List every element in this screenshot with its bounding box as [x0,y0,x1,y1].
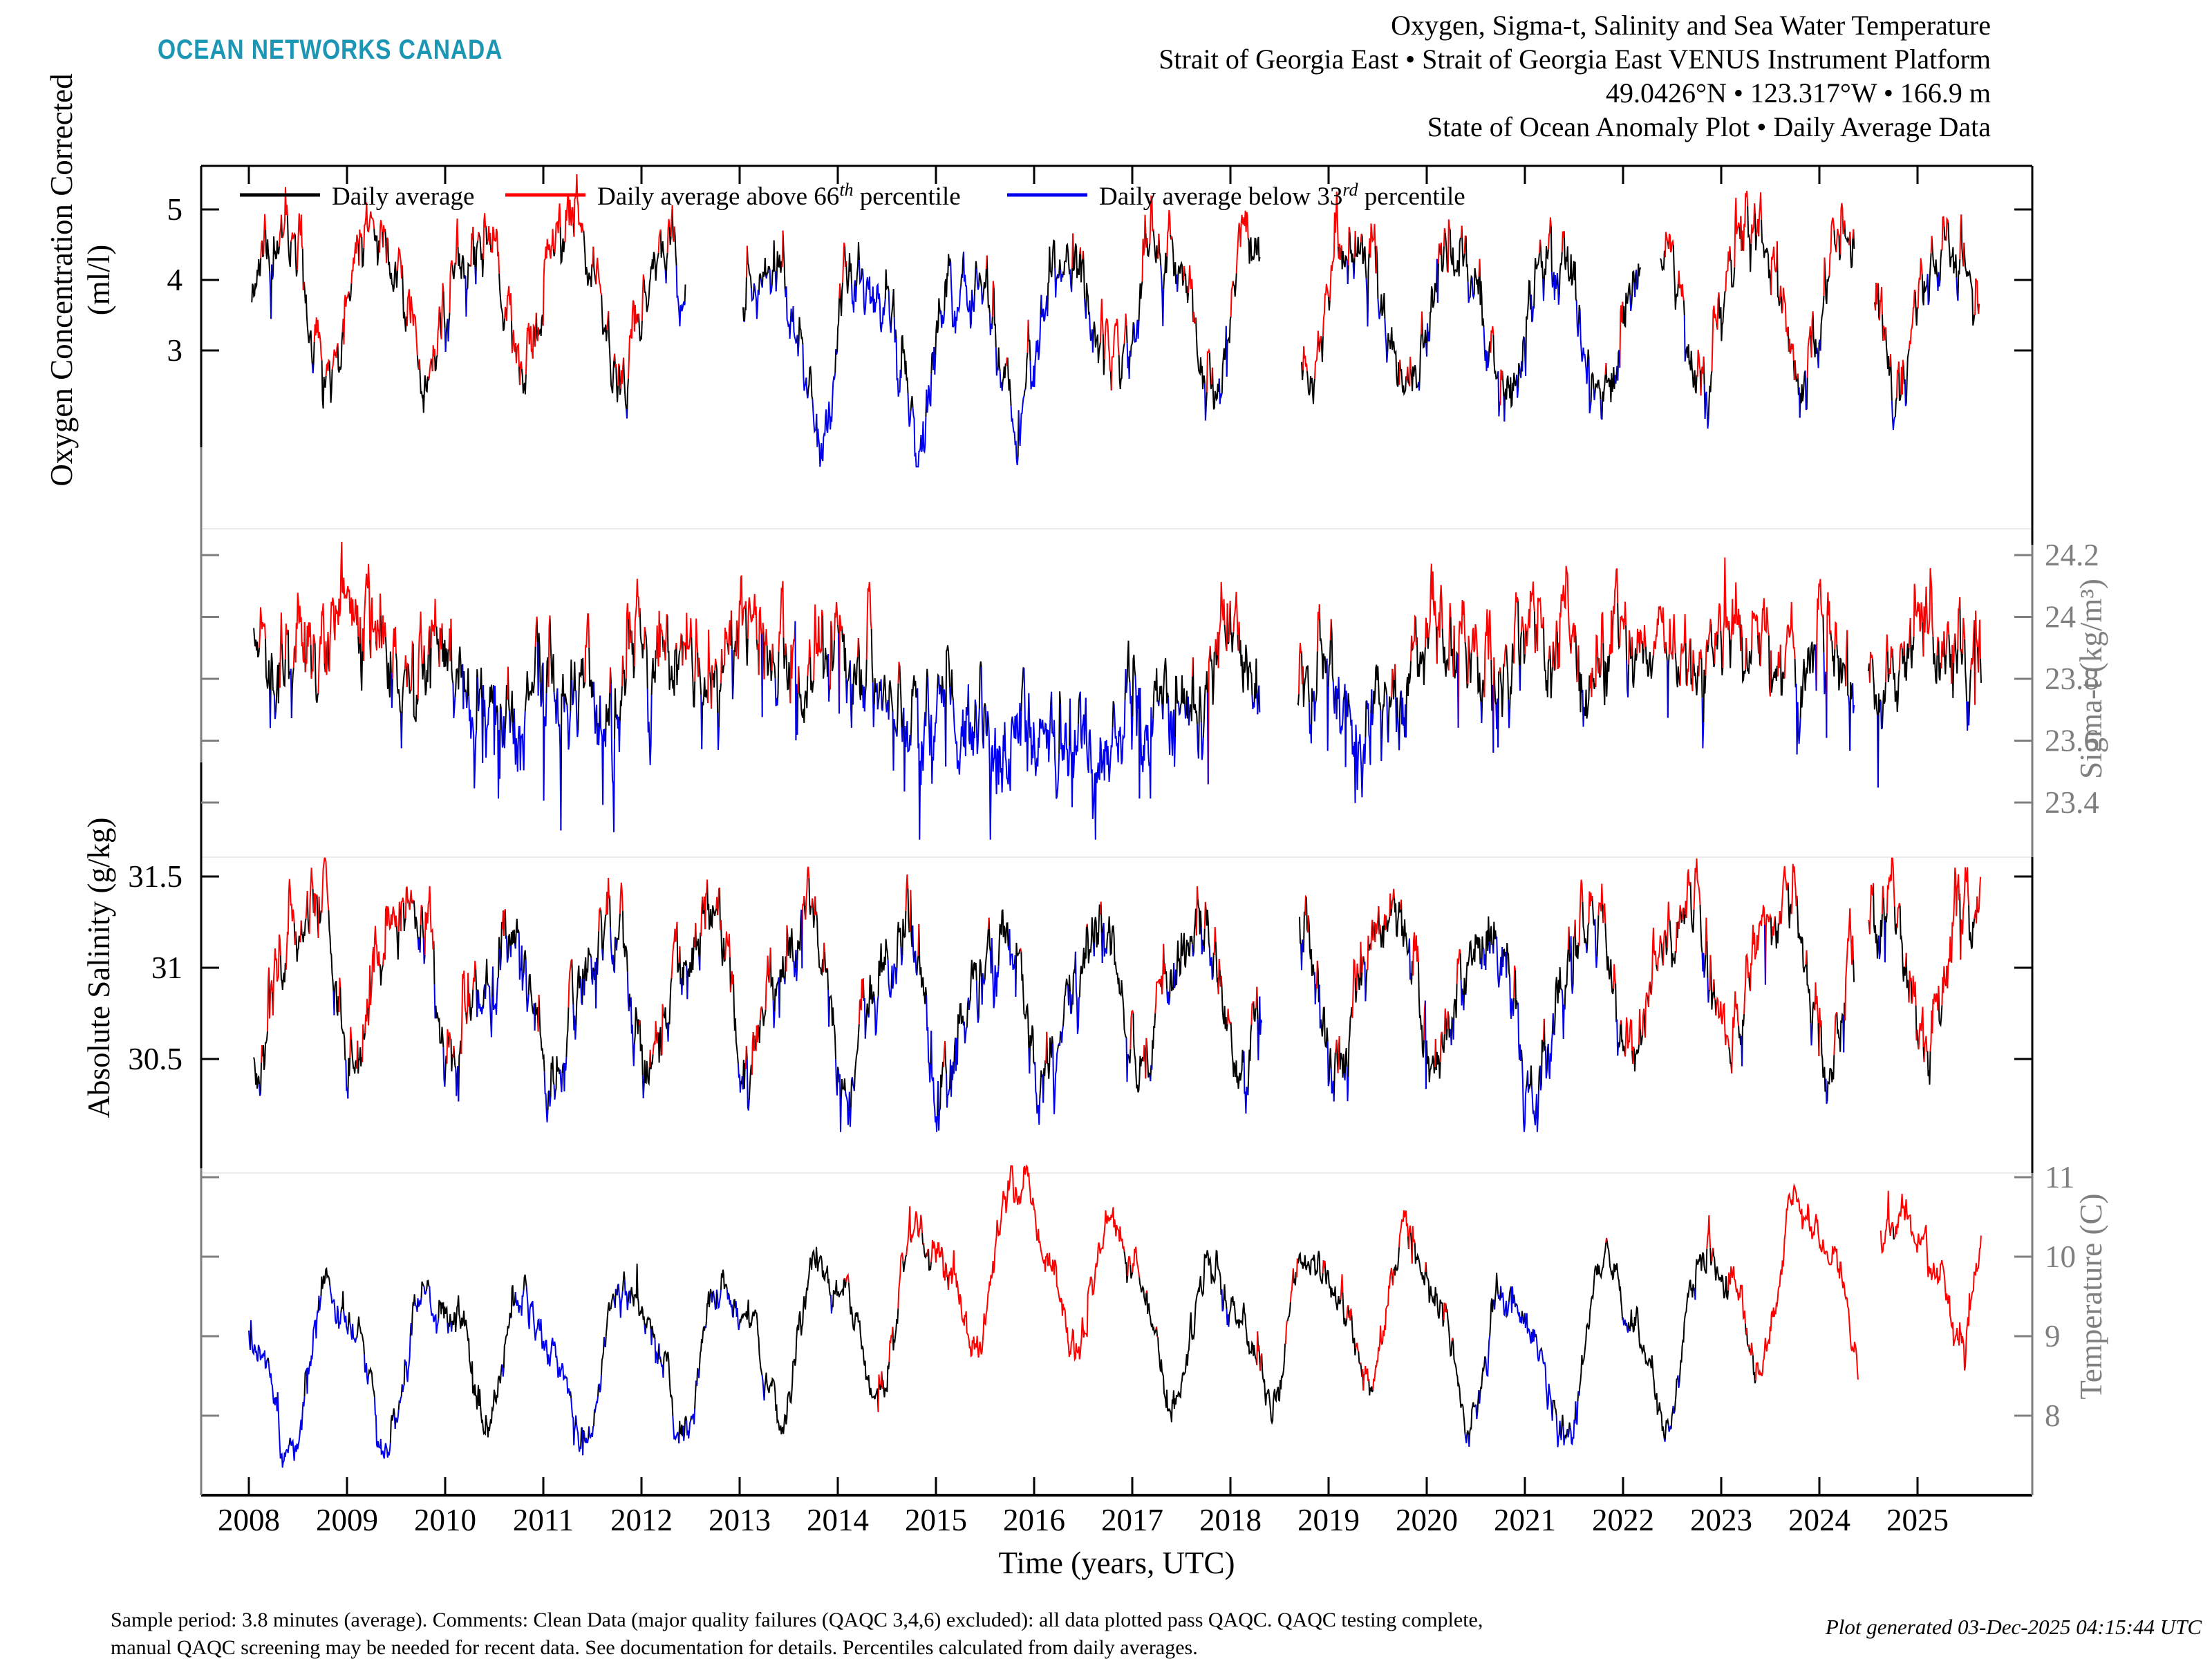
series-oxygen-below-33rd [269,252,1959,468]
title-line-1: Oxygen, Sigma-t, Salinity and Sea Water … [1391,10,1991,41]
series-sigma-t-above-66th [259,541,1981,785]
footer-comments-line-2: manual QAQC screening may be needed for … [111,1636,1198,1659]
series-salinity-above-66th [261,857,1982,1079]
series-oxygen-above-66th [260,174,1980,406]
x-tick-label: 2022 [1592,1503,1654,1537]
y-tick-label-oxygen: 4 [167,263,183,297]
x-tick-label: 2023 [1690,1503,1752,1537]
y-axis-label-oxygen: (ml/l) [82,245,116,315]
plot-title: Oxygen, Sigma-t, Salinity and Sea Water … [1159,8,1991,144]
series-temperature-below-33rd [248,1280,1696,1468]
footer-comments: Sample period: 3.8 minutes (average). Co… [111,1606,1483,1659]
series-temperature-above-66th [843,1164,1982,1412]
y-tick-label-temperature: 10 [2045,1239,2076,1274]
y-tick-label-sigma-t: 24 [2045,600,2076,635]
y-tick-label-salinity: 30.5 [128,1042,182,1076]
x-tick-label: 2018 [1199,1503,1262,1537]
y-tick-label-temperature: 11 [2045,1160,2074,1194]
y-tick-label-sigma-t: 23.4 [2045,785,2099,820]
title-line-2: Strait of Georgia East • Strait of Georg… [1159,44,1991,75]
series-oxygen-daily [251,205,1980,458]
x-tick-label: 2012 [610,1503,673,1537]
x-tick-label: 2015 [905,1503,967,1537]
y-tick-label-salinity: 31 [151,950,182,985]
x-axis-label: Time (years, UTC) [998,1546,1235,1580]
x-tick-label: 2013 [709,1503,771,1537]
y-axis-label-temperature: Temperature (C) [2074,1194,2108,1400]
x-tick-label: 2017 [1101,1503,1163,1537]
y-tick-label-sigma-t: 24.2 [2045,538,2099,572]
title-line-4: State of Ocean Anomaly Plot • Daily Aver… [1427,111,1991,142]
x-tick-label: 2016 [1003,1503,1065,1537]
y-axis-label-oxygen: Oxygen Concentration Corrected [44,73,79,486]
footer-comments-line-1: Sample period: 3.8 minutes (average). Co… [111,1609,1483,1631]
x-tick-label: 2010 [414,1503,476,1537]
series-sigma-t-below-33rd [269,621,1970,840]
series-sigma-t-daily [253,597,1982,831]
y-tick-label-sigma-t: 23.8 [2045,662,2099,696]
y-axis-label-sigma-t: Sigma-t (kg/m³) [2074,579,2108,779]
x-tick-label: 2011 [513,1503,574,1537]
legend-label: Daily average above 66th percentile [597,180,961,211]
x-tick-label: 2009 [316,1503,378,1537]
series-salinity-daily [253,878,1979,1116]
x-tick-label: 2014 [807,1503,869,1537]
y-tick-label-oxygen: 5 [167,192,183,227]
x-tick-label: 2024 [1788,1503,1850,1537]
y-tick-label-sigma-t: 23.6 [2045,724,2099,758]
y-axis-label-salinity: Absolute Salinity (g/kg) [82,818,116,1118]
y-tick-label-temperature: 9 [2045,1319,2061,1353]
legend-label: Daily average below 33rd percentile [1099,180,1465,211]
x-tick-label: 2021 [1494,1503,1556,1537]
ocean-networks-canada-logo: OCEAN NETWORKS CANADA [158,35,503,65]
y-tick-label-oxygen: 3 [167,333,183,368]
series-salinity-below-33rd [259,909,1886,1132]
title-line-3: 49.0426°N • 123.317°W • 166.9 m [1605,77,1991,109]
legend-label: Daily average [332,182,474,211]
y-tick-label-salinity: 31.5 [128,859,182,894]
x-tick-label: 2020 [1396,1503,1458,1537]
plot-generated-timestamp: Plot generated 03-Dec-2025 04:15:44 UTC [1825,1615,2202,1639]
y-tick-label-temperature: 8 [2045,1398,2061,1433]
x-tick-label: 2025 [1886,1503,1949,1537]
x-tick-label: 2008 [218,1503,280,1537]
x-tick-label: 2019 [1297,1503,1360,1537]
